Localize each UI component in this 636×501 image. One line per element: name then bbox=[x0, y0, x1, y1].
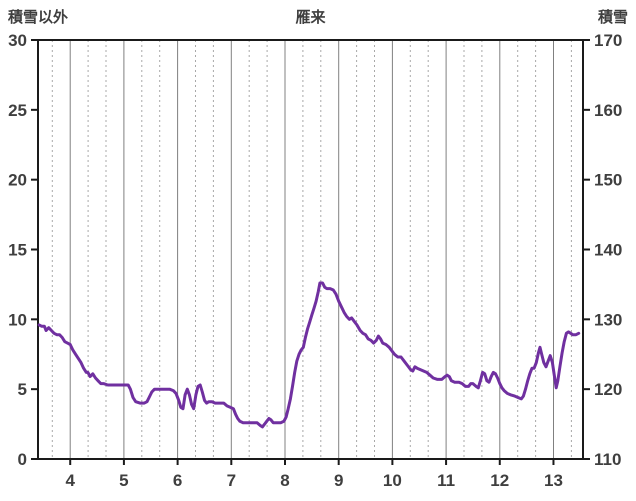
x-axis-tick-label: 13 bbox=[544, 471, 563, 490]
x-axis-tick-label: 6 bbox=[173, 471, 182, 490]
right-axis-tick-label: 160 bbox=[594, 101, 622, 120]
plot-frame bbox=[37, 39, 584, 460]
left-axis-tick-label: 25 bbox=[8, 101, 27, 120]
series-line bbox=[37, 281, 581, 429]
x-axis-tick-label: 5 bbox=[119, 471, 128, 490]
x-axis-tick-label: 7 bbox=[227, 471, 236, 490]
x-axis-tick-label: 4 bbox=[65, 471, 75, 490]
left-axis-tick-label: 15 bbox=[8, 241, 27, 260]
left-axis-tick-label: 0 bbox=[18, 450, 27, 469]
x-axis-tick-label: 11 bbox=[437, 471, 455, 490]
x-axis-tick-label: 9 bbox=[334, 471, 343, 490]
left-axis-tick-label: 10 bbox=[8, 310, 27, 329]
right-axis-tick-label: 110 bbox=[594, 450, 621, 469]
right-axis-tick-label: 150 bbox=[594, 171, 622, 190]
right-axis-tick-label: 120 bbox=[594, 380, 622, 399]
x-axis-tick-label: 12 bbox=[490, 471, 509, 490]
right-axis-title: 積雪 bbox=[597, 9, 628, 26]
chart-title: 雁来 bbox=[295, 9, 326, 26]
right-axis-tick-label: 140 bbox=[594, 241, 622, 260]
left-axis-tick-label: 20 bbox=[8, 171, 27, 190]
left-axis-tick-label: 30 bbox=[8, 31, 27, 50]
right-axis-tick-label: 170 bbox=[594, 31, 622, 50]
left-axis-tick-label: 5 bbox=[18, 380, 27, 399]
x-axis-tick-label: 8 bbox=[280, 471, 289, 490]
right-axis-tick-label: 130 bbox=[594, 310, 622, 329]
x-axis-tick-label: 10 bbox=[383, 471, 402, 490]
left-axis-title: 積雪以外 bbox=[8, 9, 69, 26]
